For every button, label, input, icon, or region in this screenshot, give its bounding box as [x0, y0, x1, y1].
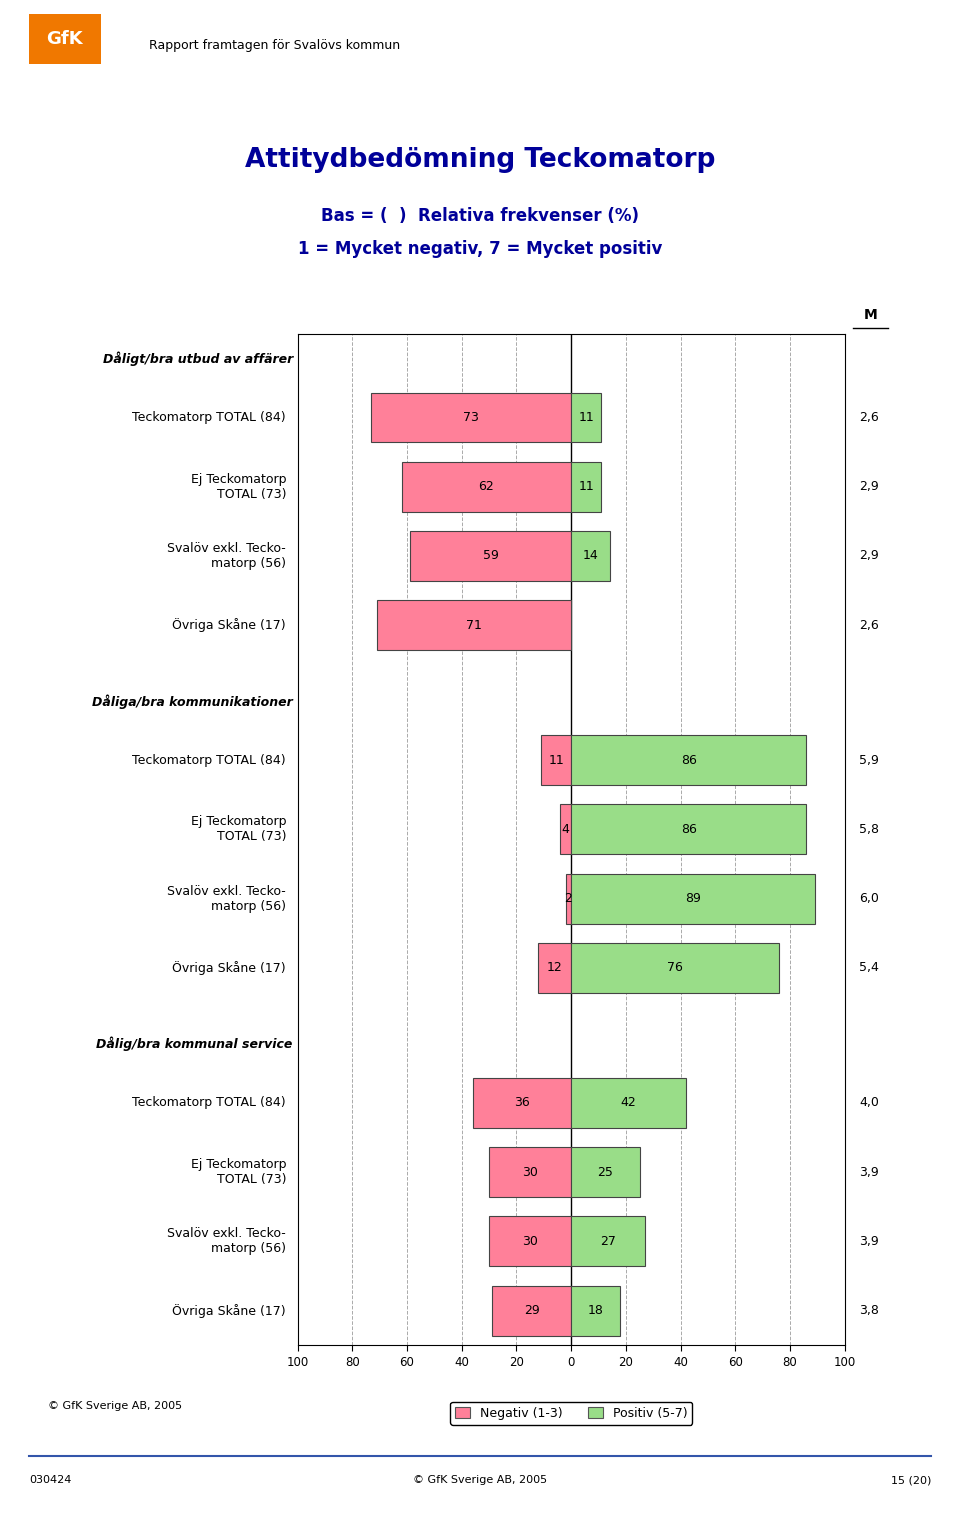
Text: 86: 86 — [681, 754, 697, 766]
Text: 42: 42 — [621, 1096, 636, 1110]
Text: GfK: GfK — [46, 30, 84, 47]
Text: 11: 11 — [578, 410, 594, 424]
Text: 3,8: 3,8 — [859, 1304, 879, 1318]
Text: Ej Teckomatorp
TOTAL (73): Ej Teckomatorp TOTAL (73) — [191, 1158, 286, 1186]
Bar — [561, 804, 571, 854]
Text: 5,9: 5,9 — [859, 754, 879, 766]
Text: 76: 76 — [667, 961, 684, 974]
Text: Svalöv exkl. Tecko-
matorp (56): Svalöv exkl. Tecko- matorp (56) — [167, 543, 286, 570]
Text: 1 = Mycket negativ, 7 = Mycket positiv: 1 = Mycket negativ, 7 = Mycket positiv — [298, 240, 662, 258]
Bar — [565, 874, 571, 924]
Text: 14: 14 — [583, 549, 598, 562]
Text: © GfK Sverige AB, 2005: © GfK Sverige AB, 2005 — [48, 1401, 182, 1411]
Bar — [410, 530, 571, 581]
Text: 2,6: 2,6 — [859, 619, 879, 632]
Text: 25: 25 — [597, 1166, 613, 1178]
Text: 2,9: 2,9 — [859, 480, 879, 492]
Text: 3,9: 3,9 — [859, 1234, 879, 1248]
Bar — [571, 1148, 639, 1198]
Text: Bas = (  )  Relativa frekvenser (%): Bas = ( ) Relativa frekvenser (%) — [321, 207, 639, 225]
Text: 73: 73 — [464, 410, 479, 424]
Bar — [571, 736, 806, 786]
Text: Dåligt/bra utbud av affärer: Dåligt/bra utbud av affärer — [103, 351, 293, 366]
Text: 6,0: 6,0 — [859, 892, 879, 904]
Bar — [571, 1216, 645, 1266]
Text: Teckomatorp TOTAL (84): Teckomatorp TOTAL (84) — [132, 410, 286, 424]
Text: Dåliga/bra kommunikationer: Dåliga/bra kommunikationer — [92, 695, 293, 708]
Bar — [401, 462, 571, 512]
Text: 2: 2 — [564, 892, 572, 904]
Text: Övriga Skåne (17): Övriga Skåne (17) — [173, 1304, 286, 1318]
Text: 59: 59 — [483, 549, 498, 562]
Legend: Negativ (1-3), Positiv (5-7): Negativ (1-3), Positiv (5-7) — [450, 1401, 692, 1424]
Text: 5,8: 5,8 — [859, 822, 879, 836]
Text: Dålig/bra kommunal service: Dålig/bra kommunal service — [96, 1037, 293, 1052]
Bar — [472, 1078, 571, 1128]
Text: © GfK Sverige AB, 2005: © GfK Sverige AB, 2005 — [413, 1476, 547, 1485]
Bar — [571, 804, 806, 854]
Text: Attitydbedömning Teckomatorp: Attitydbedömning Teckomatorp — [245, 146, 715, 173]
Text: 12: 12 — [547, 961, 563, 974]
Bar — [377, 600, 571, 651]
Text: Övriga Skåne (17): Övriga Skåne (17) — [173, 619, 286, 632]
Text: 29: 29 — [523, 1304, 540, 1318]
Text: Ej Teckomatorp
TOTAL (73): Ej Teckomatorp TOTAL (73) — [191, 473, 286, 500]
Text: 11: 11 — [548, 754, 564, 766]
Bar — [571, 942, 780, 993]
Text: 030424: 030424 — [29, 1476, 71, 1485]
Text: 2,9: 2,9 — [859, 549, 879, 562]
Text: 30: 30 — [522, 1166, 539, 1178]
Text: 86: 86 — [681, 822, 697, 836]
Text: 62: 62 — [478, 480, 494, 492]
Bar — [571, 392, 601, 442]
Bar — [492, 1286, 571, 1336]
Text: 11: 11 — [578, 480, 594, 492]
Bar — [571, 462, 601, 512]
Text: 5,4: 5,4 — [859, 961, 879, 974]
Text: Svalöv exkl. Tecko-
matorp (56): Svalöv exkl. Tecko- matorp (56) — [167, 885, 286, 912]
Bar — [372, 392, 571, 442]
Text: Teckomatorp TOTAL (84): Teckomatorp TOTAL (84) — [132, 1096, 286, 1110]
Text: Rapport framtagen för Svalövs kommun: Rapport framtagen för Svalövs kommun — [149, 40, 400, 52]
Text: 18: 18 — [588, 1304, 604, 1318]
Bar — [541, 736, 571, 786]
Text: Svalöv exkl. Tecko-
matorp (56): Svalöv exkl. Tecko- matorp (56) — [167, 1227, 286, 1256]
Text: Övriga Skåne (17): Övriga Skåne (17) — [173, 961, 286, 974]
Bar — [539, 942, 571, 993]
Bar — [571, 530, 610, 581]
Bar — [571, 1078, 686, 1128]
Bar — [571, 874, 815, 924]
Text: 30: 30 — [522, 1234, 539, 1248]
Bar — [489, 1148, 571, 1198]
Text: 71: 71 — [467, 619, 482, 632]
Text: 15 (20): 15 (20) — [891, 1476, 931, 1485]
Text: 27: 27 — [600, 1234, 616, 1248]
Bar — [489, 1216, 571, 1266]
Text: 89: 89 — [685, 892, 701, 904]
Text: 4: 4 — [562, 822, 569, 836]
Text: Ej Teckomatorp
TOTAL (73): Ej Teckomatorp TOTAL (73) — [191, 815, 286, 844]
Text: 3,9: 3,9 — [859, 1166, 879, 1178]
Text: 4,0: 4,0 — [859, 1096, 879, 1110]
Text: 36: 36 — [514, 1096, 530, 1110]
Text: M: M — [864, 309, 877, 322]
Bar — [571, 1286, 620, 1336]
Text: Teckomatorp TOTAL (84): Teckomatorp TOTAL (84) — [132, 754, 286, 766]
Text: 2,6: 2,6 — [859, 410, 879, 424]
